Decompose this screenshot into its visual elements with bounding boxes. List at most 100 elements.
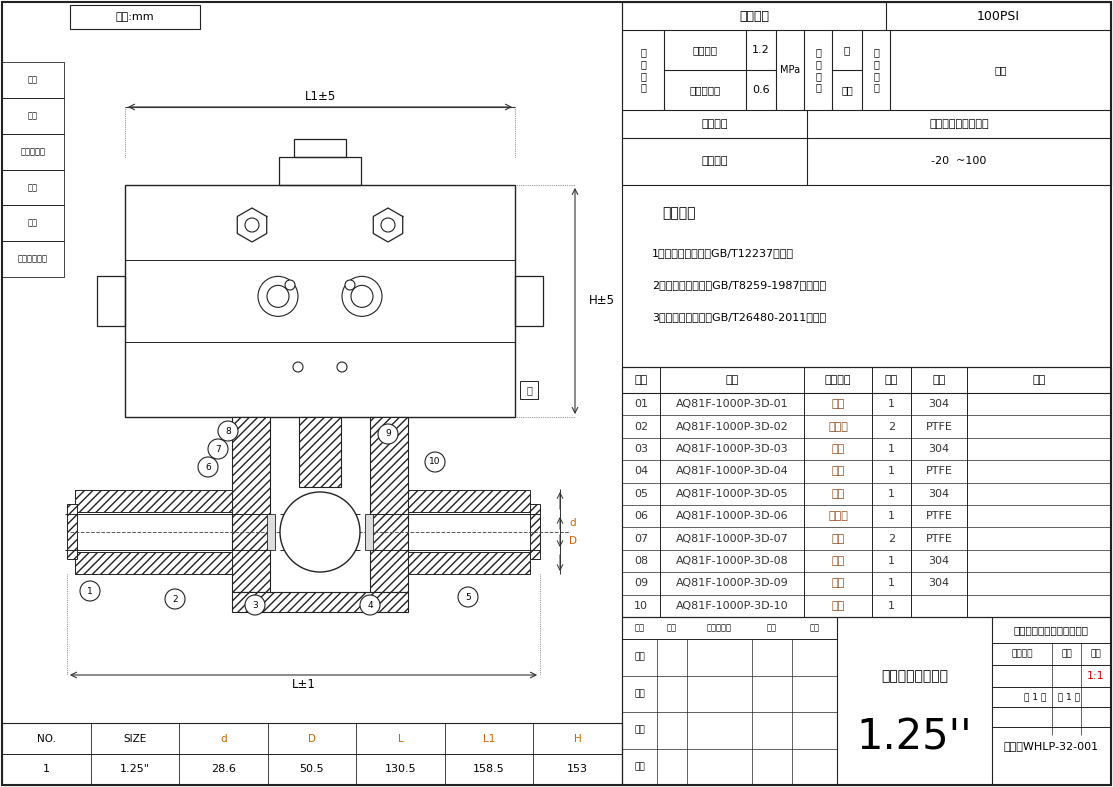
Text: AQ81F-1000P-3D-09: AQ81F-1000P-3D-09: [676, 578, 789, 589]
Text: 4: 4: [367, 600, 373, 609]
Text: 阀体: 阀体: [831, 399, 845, 409]
Text: PTFE: PTFE: [926, 422, 953, 431]
Bar: [2, 98, 65, 134]
Bar: [70, 5, 200, 29]
Circle shape: [267, 286, 289, 308]
Bar: [125, 185, 515, 417]
Text: L±1: L±1: [292, 678, 315, 692]
Text: 1:1: 1:1: [1087, 671, 1105, 681]
Text: L1±5: L1±5: [304, 91, 336, 104]
Text: 日期: 日期: [809, 623, 819, 633]
Text: 备注: 备注: [1033, 375, 1046, 385]
Bar: [75, 552, 232, 574]
Text: 10: 10: [634, 600, 648, 611]
Text: 适用介质: 适用介质: [701, 119, 728, 129]
Text: H: H: [574, 733, 582, 744]
Text: 1.2: 1.2: [752, 45, 770, 55]
Bar: [97, 276, 125, 326]
Text: 1.25": 1.25": [120, 764, 150, 774]
Bar: [279, 157, 361, 185]
Text: 共 1 页    第 1 页: 共 1 页 第 1 页: [1024, 693, 1080, 701]
Text: 5: 5: [465, 593, 471, 601]
Text: 3: 3: [253, 600, 258, 609]
Text: 气动两片快装球阀: 气动两片快装球阀: [881, 669, 948, 683]
Text: AQ81F-1000P-3D-06: AQ81F-1000P-3D-06: [676, 512, 789, 521]
Text: 304: 304: [928, 444, 949, 454]
Bar: [299, 417, 341, 487]
Text: PTFE: PTFE: [926, 512, 953, 521]
Text: 借通用件登记: 借通用件登记: [18, 254, 48, 264]
Bar: [2, 723, 622, 785]
Circle shape: [381, 218, 395, 232]
Text: 批准: 批准: [634, 726, 646, 735]
Text: AQ81F-1000P-3D-03: AQ81F-1000P-3D-03: [676, 444, 789, 454]
Text: 工艺: 工艺: [634, 763, 646, 771]
Text: 6: 6: [205, 463, 210, 471]
Text: 1: 1: [888, 512, 895, 521]
Bar: [2, 205, 65, 241]
Text: 数量: 数量: [885, 375, 898, 385]
Text: L: L: [397, 733, 403, 744]
Text: 审阅: 审阅: [28, 219, 38, 227]
Bar: [267, 514, 275, 550]
Text: 100PSI: 100PSI: [977, 9, 1020, 23]
Text: 试验强度: 试验强度: [692, 45, 718, 55]
Text: 图样标记: 图样标记: [1011, 649, 1033, 659]
Text: NO.: NO.: [37, 733, 56, 744]
Bar: [75, 490, 232, 512]
Text: 技术要求: 技术要求: [662, 206, 696, 220]
Text: 50.5: 50.5: [299, 764, 324, 774]
Text: AQ81F-1000P-3D-02: AQ81F-1000P-3D-02: [676, 422, 789, 431]
Text: 材料: 材料: [933, 375, 946, 385]
Text: 03: 03: [634, 444, 648, 454]
Text: 1.25'': 1.25'': [857, 717, 973, 759]
Text: 2，阀门卡箍连接按GB/T8259-1987的规定。: 2，阀门卡箍连接按GB/T8259-1987的规定。: [652, 280, 826, 290]
Text: 水: 水: [844, 45, 850, 55]
Circle shape: [351, 286, 373, 308]
Text: 线条: 线条: [831, 467, 845, 476]
Circle shape: [258, 276, 298, 316]
Text: 304: 304: [928, 399, 949, 409]
Text: AQ81F-1000P-3D-01: AQ81F-1000P-3D-01: [676, 399, 789, 409]
Text: 05: 05: [634, 489, 648, 499]
Text: 单位:mm: 单位:mm: [116, 12, 155, 22]
Bar: [408, 552, 530, 574]
Text: 7: 7: [215, 445, 220, 453]
Text: 日期: 日期: [28, 76, 38, 84]
Circle shape: [218, 421, 238, 441]
Text: 密封圈: 密封圈: [828, 422, 848, 431]
Bar: [520, 381, 538, 399]
Text: D: D: [569, 536, 577, 546]
Text: 304: 304: [928, 489, 949, 499]
Bar: [365, 514, 373, 550]
Text: AQ81F-1000P-3D-08: AQ81F-1000P-3D-08: [676, 556, 789, 566]
Text: 2: 2: [173, 594, 178, 604]
Text: PTFE: PTFE: [926, 467, 953, 476]
Text: 试
验
压
力: 试 验 压 力: [640, 47, 646, 92]
Text: SIZE: SIZE: [124, 733, 147, 744]
Text: D: D: [308, 733, 316, 744]
Bar: [622, 2, 1111, 185]
Text: 158.5: 158.5: [473, 764, 505, 774]
Text: 气密封试验: 气密封试验: [689, 85, 720, 95]
Circle shape: [425, 452, 445, 472]
Text: 1: 1: [888, 489, 895, 499]
Text: d: d: [569, 518, 575, 528]
Text: 试
验
温
度: 试 验 温 度: [873, 47, 879, 92]
Bar: [2, 62, 65, 98]
Text: 比例: 比例: [1091, 649, 1102, 659]
Circle shape: [198, 457, 218, 477]
Text: 旧底图总号: 旧底图总号: [20, 147, 46, 156]
Text: AQ81F-1000P-3D-04: AQ81F-1000P-3D-04: [676, 467, 789, 476]
Text: 阀盖: 阀盖: [831, 489, 845, 499]
Text: 3，阀的检验与实验GB/T26480-2011规定。: 3，阀的检验与实验GB/T26480-2011规定。: [652, 312, 826, 322]
Text: 01: 01: [634, 399, 648, 409]
Text: 止推垫: 止推垫: [828, 512, 848, 521]
Text: 304: 304: [928, 556, 949, 566]
Text: 07: 07: [634, 534, 648, 544]
Bar: [67, 504, 77, 559]
Text: AQ81F-1000P-3D-07: AQ81F-1000P-3D-07: [676, 534, 789, 544]
Text: PTFE: PTFE: [926, 534, 953, 544]
Text: 2: 2: [888, 534, 895, 544]
Circle shape: [459, 587, 477, 607]
